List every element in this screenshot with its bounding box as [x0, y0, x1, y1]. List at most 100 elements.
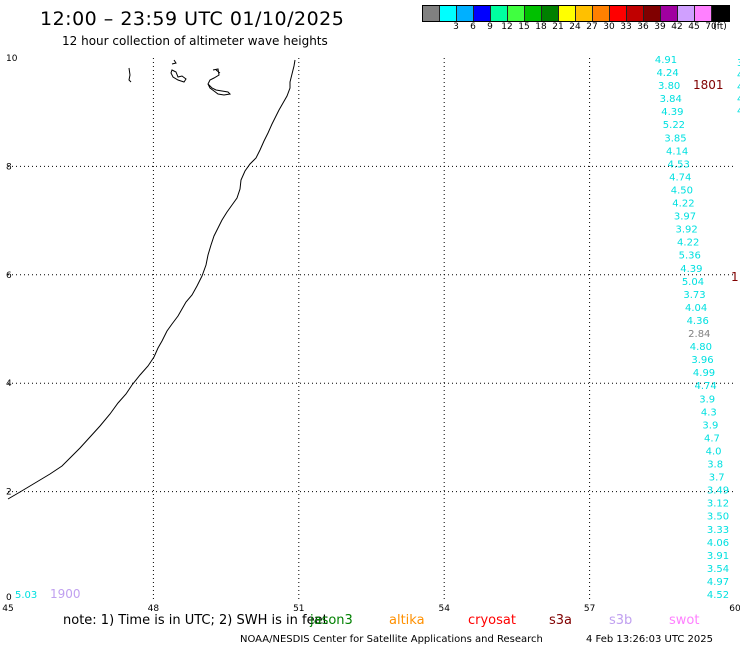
legend-swatch — [610, 6, 627, 21]
x-tick-label: 60 — [729, 604, 740, 614]
legend-swatch — [525, 6, 542, 21]
legend-swatch — [491, 6, 508, 21]
footer-note-bar: note: 1) Time is in UTC; 2) SWH is in fe… — [0, 613, 740, 631]
wave-height-label: 4.14 — [666, 146, 688, 157]
wave-height-label: 4.99 — [693, 368, 715, 379]
wave-height-label: 3.92 — [675, 225, 697, 236]
y-tick-label: 2 — [6, 488, 12, 498]
wave-height-label: 3.33 — [707, 525, 729, 536]
wave-height-label: 4.91 — [655, 55, 677, 66]
wave-height-label: 4.0 — [706, 446, 722, 457]
legend-swatch — [474, 6, 491, 21]
wave-height-label: 3.50 — [707, 512, 729, 523]
wave-height-label: 2.84 — [688, 329, 710, 340]
time-label: 1 — [731, 270, 739, 284]
wave-height-label: 5.03 — [15, 590, 37, 601]
wave-height-label: 4.50 — [671, 185, 693, 196]
legend-swatch — [423, 6, 440, 21]
wave-height-label-edge: 4 — [737, 82, 740, 93]
wave-height-label: 5.22 — [663, 120, 685, 131]
wave-height-label: 4.39 — [680, 264, 702, 275]
wave-height-label: 4.06 — [707, 538, 729, 549]
wave-height-label: 4.52 — [707, 590, 729, 601]
x-tick-label: 45 — [2, 604, 13, 614]
legend-swatch — [593, 6, 610, 21]
wave-height-label: 4.22 — [672, 199, 694, 210]
wave-height-label: 3.7 — [709, 473, 725, 484]
legend-swatch — [508, 6, 525, 21]
color-legend — [422, 5, 730, 22]
wave-height-label: 4.74 — [695, 381, 717, 392]
wave-height-label-edge: 3 — [737, 58, 740, 69]
island — [128, 67, 132, 83]
wave-height-label: 3.96 — [691, 355, 713, 366]
island — [207, 68, 232, 96]
wave-height-label: 3.9 — [702, 420, 718, 431]
legend-label: 21 — [552, 22, 564, 32]
wave-height-label: 3.85 — [664, 133, 686, 144]
legend-label: 18 — [535, 22, 547, 32]
wave-height-label: 4.39 — [661, 107, 683, 118]
wave-height-label: 3.12 — [707, 499, 729, 510]
legend-swatch — [695, 6, 712, 21]
wave-height-label: 3.97 — [674, 212, 696, 223]
satellite-cryosat: cryosat — [468, 613, 516, 628]
wave-height-label: 3.73 — [683, 290, 705, 301]
legend-swatch — [644, 6, 661, 21]
legend-label: 9 — [487, 22, 493, 32]
footer-note: note: 1) Time is in UTC; 2) SWH is in fe… — [63, 613, 328, 628]
wave-height-label: 3.49 — [707, 486, 729, 497]
legend-unit: (ft) — [713, 22, 727, 32]
y-tick-label: 8 — [6, 162, 12, 172]
wave-height-label-edge: 4 — [737, 94, 740, 105]
legend-label: 39 — [654, 22, 666, 32]
island — [170, 59, 187, 83]
legend-label: 33 — [620, 22, 632, 32]
satellite-altika: altika — [389, 613, 425, 628]
wave-height-label: 4.36 — [687, 316, 709, 327]
time-label: 1801 — [693, 78, 724, 92]
y-tick-label: 4 — [6, 379, 12, 389]
wave-height-label: 3.54 — [707, 564, 729, 575]
y-tick-label: 0 — [6, 593, 12, 603]
wave-height-label: 4.3 — [701, 407, 717, 418]
satellite-s3b: s3b — [609, 613, 633, 628]
legend-swatch — [542, 6, 559, 21]
legend-label: 15 — [518, 22, 530, 32]
credit-timestamp: 4 Feb 13:26:03 UTC 2025 — [586, 634, 713, 645]
legend-swatch — [661, 6, 678, 21]
gridlines — [8, 58, 735, 600]
wave-height-label: 4.22 — [677, 238, 699, 249]
wave-height-label: 4.80 — [690, 342, 712, 353]
wave-height-label-edge: 4 — [737, 70, 740, 81]
legend-label: 12 — [501, 22, 513, 32]
wave-height-label: 4.74 — [669, 172, 691, 183]
legend-swatch — [559, 6, 576, 21]
legend-label: 3 — [453, 22, 459, 32]
wave-height-label: 3.84 — [660, 94, 682, 105]
wave-height-label: 4.97 — [707, 577, 729, 588]
wave-height-label: 3.8 — [707, 460, 723, 471]
legend-label: 36 — [637, 22, 649, 32]
coastline — [7, 59, 296, 500]
legend-label: 27 — [586, 22, 598, 32]
wave-height-label: 4.53 — [668, 159, 690, 170]
legend-label: 30 — [603, 22, 615, 32]
x-tick-label: 54 — [438, 604, 450, 614]
wave-height-label: 4.24 — [656, 68, 678, 79]
legend-swatch — [457, 6, 474, 21]
time-label: 1900 — [50, 587, 81, 601]
wave-height-label: 4.04 — [685, 303, 707, 314]
legend-label: 45 — [688, 22, 700, 32]
page-subtitle: 12 hour collection of altimeter wave hei… — [62, 34, 328, 48]
satellite-swot: swot — [669, 613, 700, 628]
legend-swatch — [678, 6, 695, 21]
x-tick-label: 48 — [148, 604, 160, 614]
legend-swatch — [627, 6, 644, 21]
wave-height-label: 4.7 — [704, 433, 720, 444]
wave-height-label: 3.91 — [707, 551, 729, 562]
color-legend-labels: 3 6 9 12 15 18 21 24 27 30 33 36 39 42 45 70 (ft) — [422, 22, 740, 34]
wave-height-label: 5.36 — [679, 251, 701, 262]
wave-height-label: 3.80 — [658, 81, 680, 92]
